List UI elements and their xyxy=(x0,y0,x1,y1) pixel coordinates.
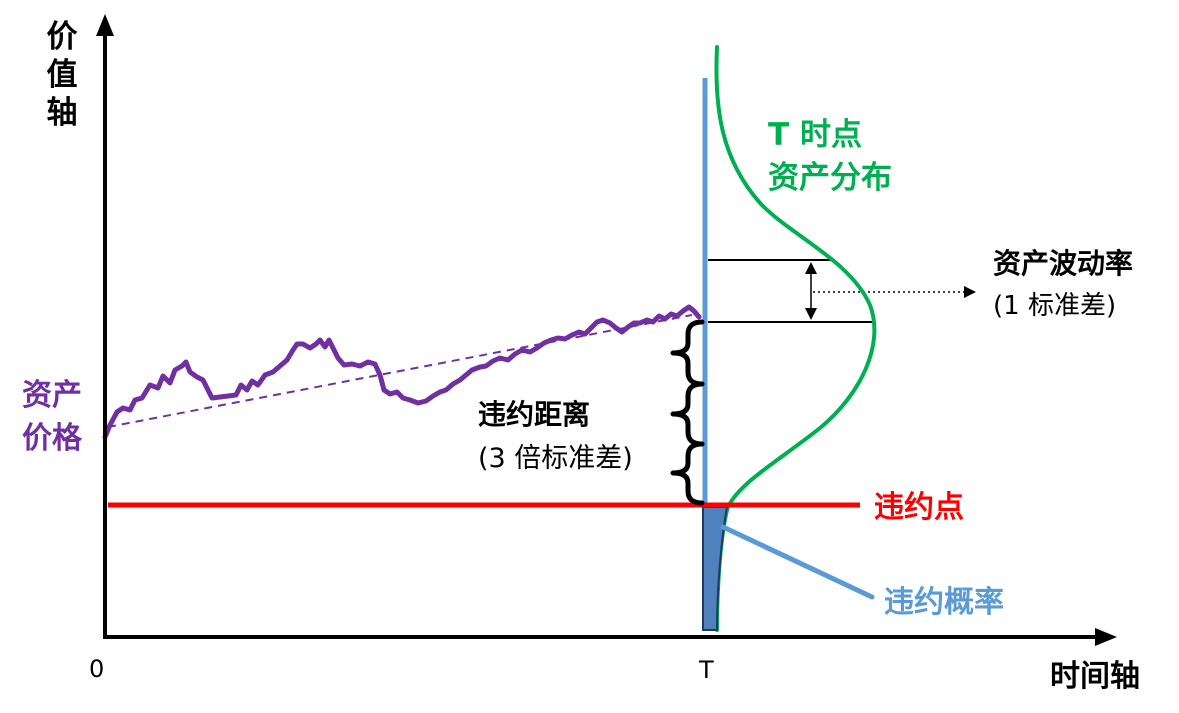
dotted-arrow-head xyxy=(964,286,976,298)
volatility-double-arrow xyxy=(805,262,817,320)
asset-price-trend-line xyxy=(107,314,693,428)
volatility-dotted-arrow xyxy=(813,286,976,298)
distance-to-default-label: 违约距离 xyxy=(478,398,591,431)
default-probability-area xyxy=(702,506,729,631)
distance-to-default-note: (3 倍标准差) xyxy=(478,443,633,474)
default-probability-label: 违约概率 xyxy=(884,585,1004,620)
asset-price-label-line-2: 价格 xyxy=(22,421,82,456)
distribution-label-line-1: T 时点 xyxy=(768,117,862,153)
brace-sd-2 xyxy=(670,381,705,447)
asset-price-label-line-1: 资产 xyxy=(22,378,82,413)
distance-to-default-braces xyxy=(670,319,705,506)
x-axis-label: 时间轴 xyxy=(1050,659,1140,694)
asset-price-path xyxy=(102,304,702,440)
volatility-note: (1 标准差) xyxy=(993,291,1117,321)
distribution-label-line-2: 资产分布 xyxy=(768,160,892,196)
default-point-label: 违约点 xyxy=(874,490,964,525)
brace-sd-1 xyxy=(670,319,705,387)
double-arrow-bottom-head xyxy=(805,308,817,320)
y-axis-label: 价值轴 xyxy=(46,19,78,131)
x-axis-arrowhead xyxy=(1095,628,1117,646)
double-arrow-top-head xyxy=(805,262,817,274)
brace-sd-3 xyxy=(670,441,705,506)
origin-label: 0 xyxy=(89,655,105,683)
default-probability-pointer xyxy=(720,524,875,600)
volatility-label: 资产波动率 xyxy=(993,247,1134,280)
asset-price-label: 资产 价格 xyxy=(22,374,82,460)
distribution-label: T 时点 资产分布 xyxy=(768,114,892,200)
y-axis-arrowhead xyxy=(96,14,114,36)
time-T-label: T xyxy=(699,656,714,684)
